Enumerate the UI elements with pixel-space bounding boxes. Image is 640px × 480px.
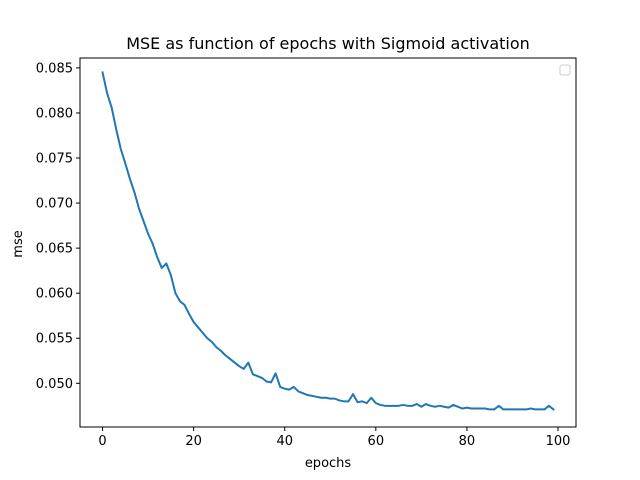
plot-area bbox=[79, 57, 577, 428]
x-tick-label: 100 bbox=[546, 434, 571, 449]
y-tick-label: 0.085 bbox=[36, 61, 73, 76]
legend-box bbox=[559, 64, 571, 76]
y-tick-label: 0.080 bbox=[36, 106, 73, 121]
y-tick-label: 0.060 bbox=[36, 287, 73, 302]
x-axis-ticks: 0 20 40 60 80 100 bbox=[98, 427, 570, 449]
y-axis-ticks: 0.050 0.055 0.060 0.065 0.070 0.075 0.080 0.085 bbox=[36, 61, 80, 392]
x-tick-label: 40 bbox=[276, 434, 293, 449]
chart-title: MSE as function of epochs with Sigmoid a… bbox=[126, 34, 530, 53]
y-tick-label: 0.050 bbox=[36, 377, 73, 392]
y-tick-label: 0.075 bbox=[36, 152, 73, 167]
x-axis-label: epochs bbox=[305, 456, 352, 471]
x-tick-label: 20 bbox=[185, 434, 202, 449]
x-tick-label: 60 bbox=[368, 434, 385, 449]
y-tick-label: 0.070 bbox=[36, 197, 73, 212]
series-line-0 bbox=[101, 71, 555, 411]
y-tick-label: 0.055 bbox=[36, 332, 73, 347]
axes-frame bbox=[79, 57, 577, 428]
legend bbox=[559, 64, 571, 76]
x-tick-label: 80 bbox=[459, 434, 476, 449]
y-tick-label: 0.065 bbox=[36, 242, 73, 257]
x-tick-label: 0 bbox=[98, 434, 106, 449]
y-axis-label: mse bbox=[11, 230, 26, 257]
